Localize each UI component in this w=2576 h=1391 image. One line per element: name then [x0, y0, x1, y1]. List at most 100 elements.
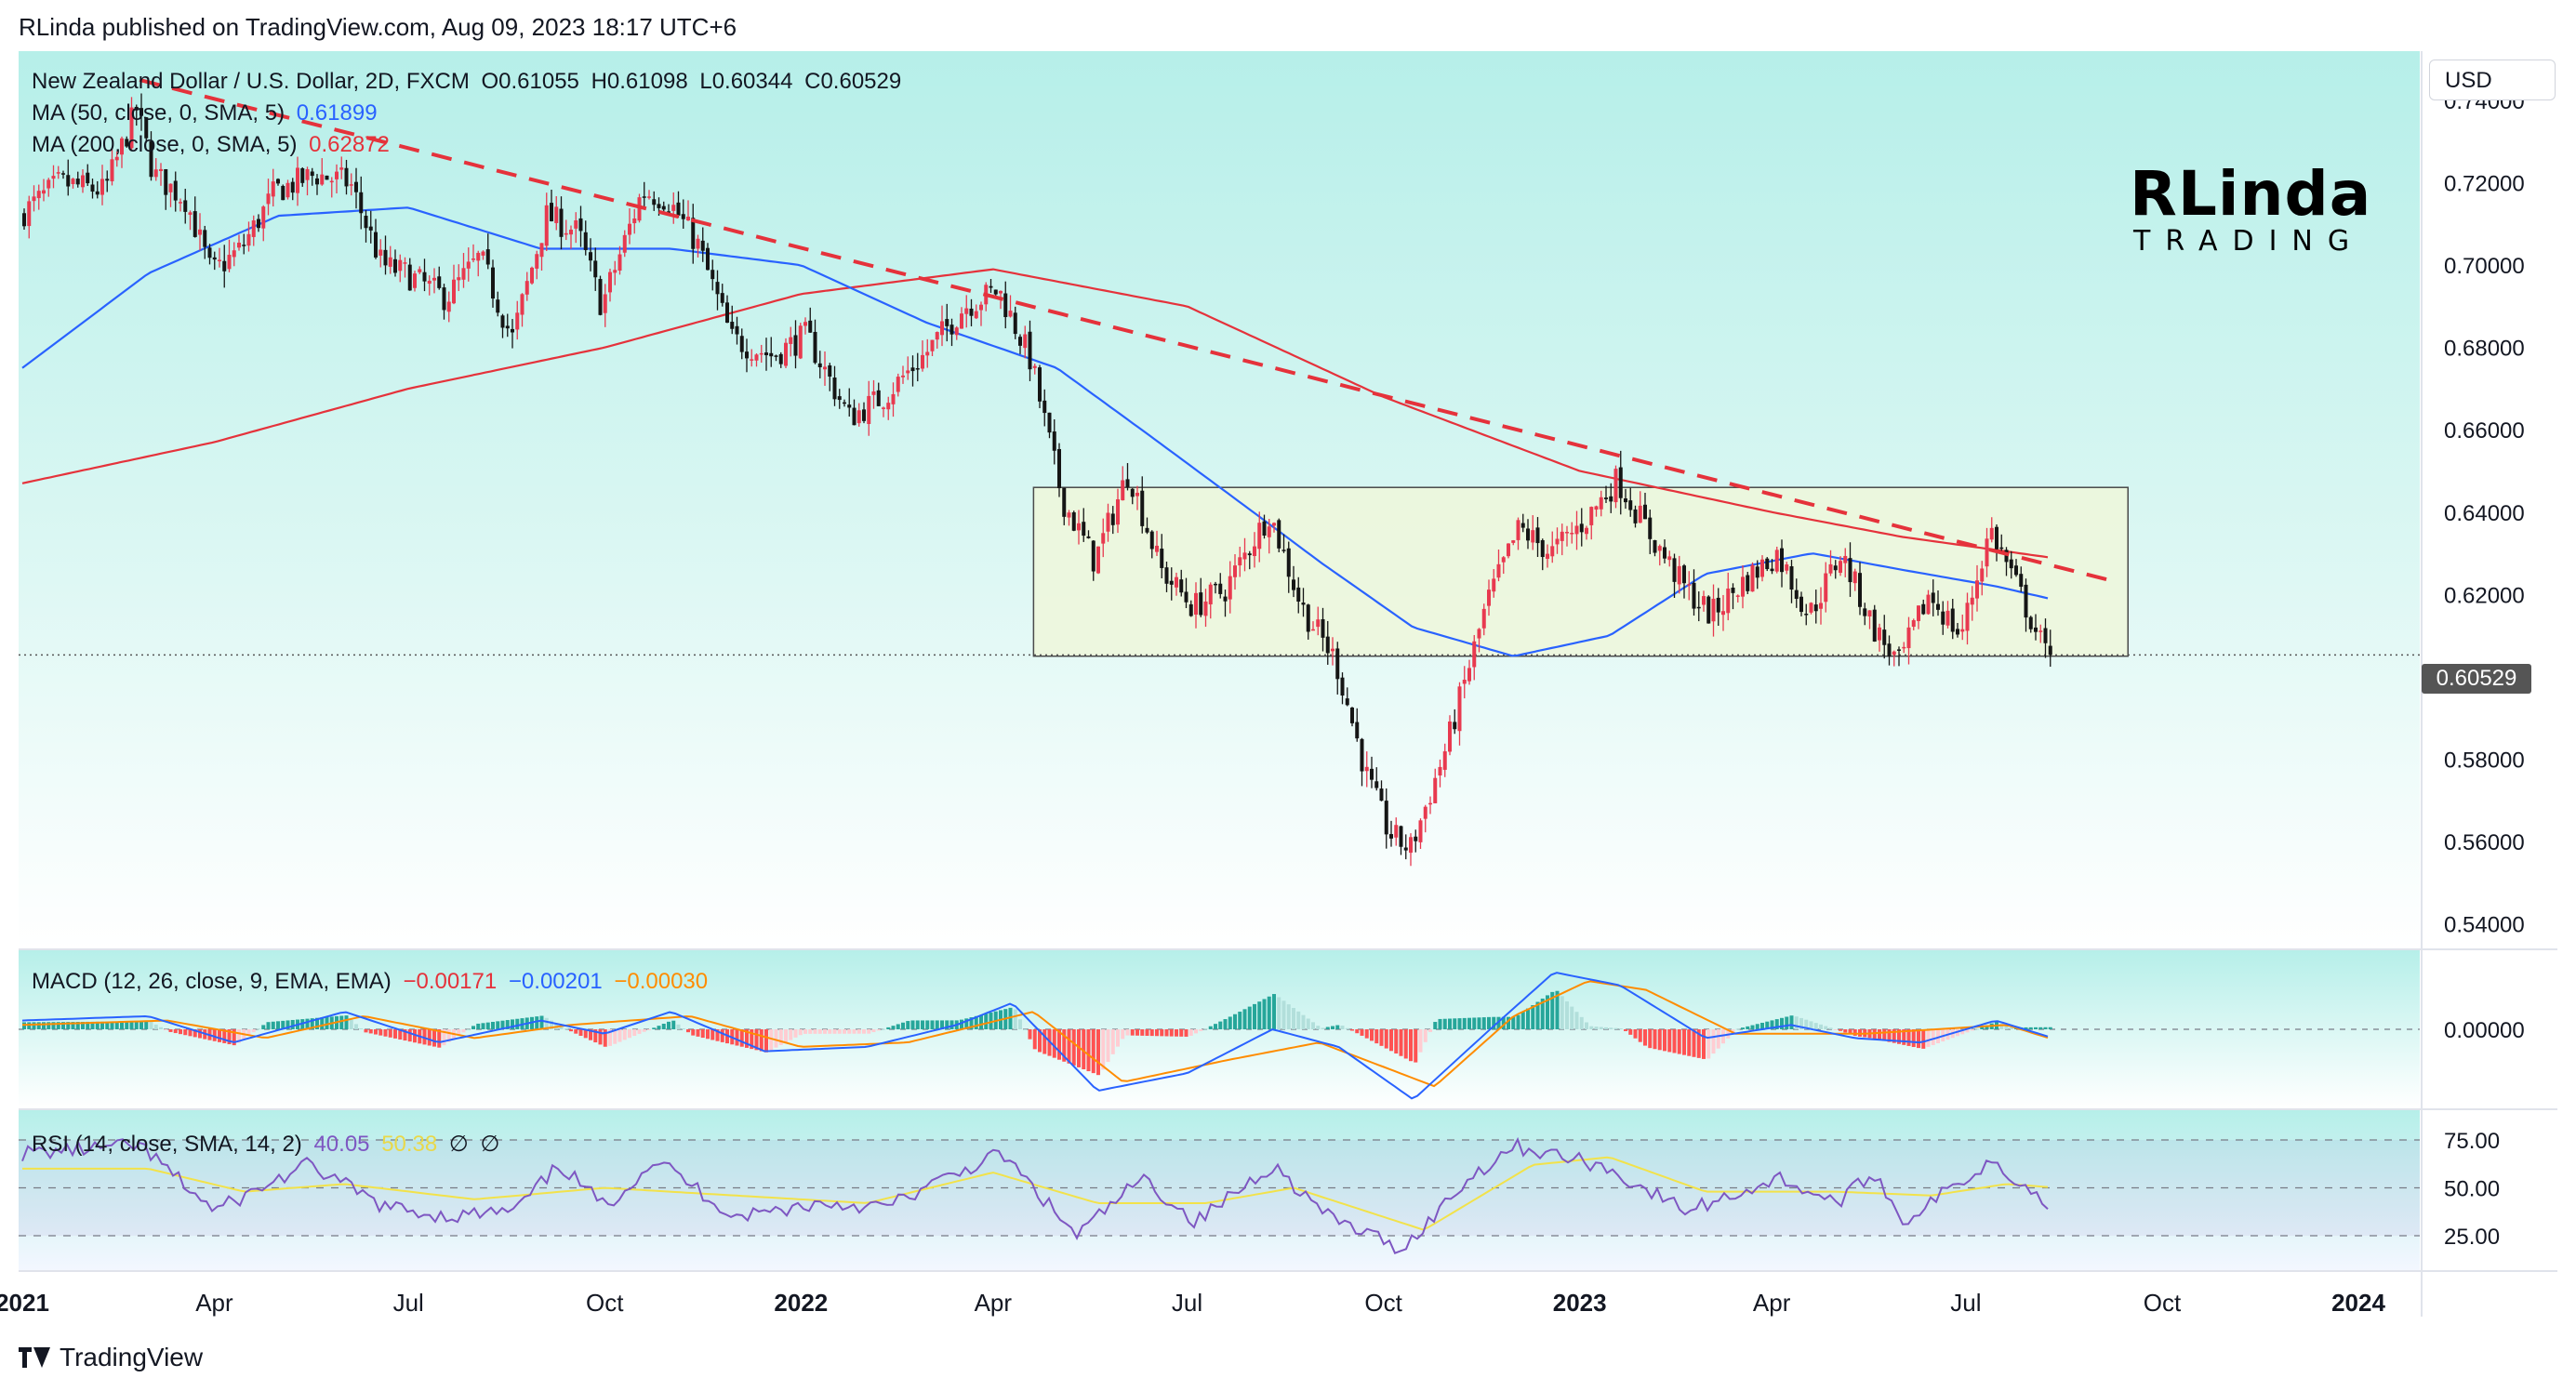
candlestick[interactable] — [1013, 306, 1017, 339]
candlestick[interactable] — [589, 238, 592, 272]
candlestick[interactable] — [1633, 505, 1638, 528]
candlestick[interactable] — [1155, 530, 1159, 556]
candlestick[interactable] — [246, 221, 251, 252]
symbol-legend[interactable]: New Zealand Dollar / U.S. Dollar, 2D, FX… — [32, 69, 907, 95]
candlestick[interactable] — [1892, 650, 1896, 667]
candlestick[interactable] — [1481, 603, 1486, 636]
candlestick[interactable] — [945, 303, 949, 342]
candlestick[interactable] — [759, 344, 764, 364]
candlestick[interactable] — [1755, 560, 1759, 590]
candlestick[interactable] — [1672, 553, 1677, 598]
candlestick[interactable] — [61, 170, 65, 179]
candlestick[interactable] — [86, 164, 90, 186]
candlestick[interactable] — [1980, 561, 1985, 596]
candlestick[interactable] — [1809, 602, 1813, 615]
candlestick[interactable] — [466, 247, 471, 282]
candlestick[interactable] — [149, 131, 153, 181]
candlestick[interactable] — [989, 279, 993, 293]
candlestick[interactable] — [1370, 756, 1374, 788]
candlestick[interactable] — [432, 268, 436, 294]
candlestick[interactable] — [1414, 829, 1418, 853]
candlestick[interactable] — [1106, 503, 1110, 542]
candlestick[interactable] — [471, 244, 475, 263]
candlestick[interactable] — [1887, 635, 1892, 666]
candlestick[interactable] — [368, 210, 373, 244]
candlestick[interactable] — [1706, 595, 1711, 624]
candlestick[interactable] — [1624, 488, 1627, 510]
candlestick[interactable] — [505, 313, 510, 338]
candlestick[interactable] — [1442, 743, 1447, 777]
candlestick[interactable] — [1785, 562, 1789, 575]
candlestick[interactable] — [1242, 537, 1247, 572]
candlestick[interactable] — [1906, 616, 1911, 665]
candlestick[interactable] — [237, 234, 241, 251]
candlestick[interactable] — [46, 178, 51, 197]
candlestick[interactable] — [1335, 642, 1340, 695]
candlestick[interactable] — [1774, 546, 1779, 574]
candlestick[interactable] — [1116, 488, 1120, 534]
candlestick[interactable] — [1409, 833, 1413, 867]
candlestick[interactable] — [1018, 334, 1022, 354]
candlestick[interactable] — [925, 338, 930, 368]
candlestick[interactable] — [1878, 623, 1881, 652]
candlestick[interactable] — [1453, 709, 1457, 735]
candlestick[interactable] — [1902, 642, 1906, 654]
candlestick[interactable] — [398, 254, 403, 283]
candlestick[interactable] — [1696, 591, 1701, 622]
tradingview-logo[interactable]: TradingView — [19, 1343, 203, 1372]
candlestick[interactable] — [2004, 547, 2009, 576]
candlestick[interactable] — [1663, 539, 1666, 563]
candlestick[interactable] — [1071, 510, 1076, 532]
candlestick[interactable] — [1848, 542, 1852, 597]
candlestick[interactable] — [828, 363, 832, 391]
candlestick[interactable] — [1520, 513, 1525, 533]
candlestick[interactable] — [515, 300, 520, 340]
candlestick[interactable] — [446, 291, 451, 323]
candlestick[interactable] — [179, 198, 182, 212]
candlestick[interactable] — [1726, 572, 1731, 621]
candlestick[interactable] — [1804, 603, 1809, 626]
candlestick[interactable] — [1989, 517, 1994, 543]
candlestick[interactable] — [95, 180, 100, 199]
candlestick[interactable] — [891, 382, 896, 417]
candlestick[interactable] — [418, 266, 422, 274]
candlestick[interactable] — [1677, 555, 1681, 594]
candlestick[interactable] — [520, 293, 524, 327]
candlestick[interactable] — [1628, 487, 1633, 517]
candlestick[interactable] — [896, 373, 900, 397]
candlestick[interactable] — [583, 220, 588, 256]
candlestick[interactable] — [901, 365, 905, 384]
candlestick[interactable] — [856, 403, 861, 427]
candlestick[interactable] — [193, 196, 197, 238]
candlestick[interactable] — [120, 136, 124, 168]
candlestick[interactable] — [622, 230, 627, 258]
candlestick[interactable] — [1618, 450, 1623, 515]
descending-trendline[interactable] — [139, 78, 2118, 584]
candlestick[interactable] — [1379, 780, 1384, 801]
candlestick[interactable] — [1839, 556, 1842, 576]
candlestick[interactable] — [36, 184, 41, 210]
candlestick[interactable] — [100, 165, 104, 205]
candlestick[interactable] — [1496, 549, 1501, 582]
candlestick[interactable] — [1130, 488, 1135, 505]
ma50-legend[interactable]: MA (50, close, 0, SMA, 5) 0.61899 — [32, 100, 383, 126]
candlestick[interactable] — [1360, 737, 1364, 787]
candlestick[interactable] — [1316, 606, 1321, 636]
candlestick[interactable] — [1175, 572, 1178, 596]
candlestick[interactable] — [1208, 582, 1213, 619]
candlestick[interactable] — [784, 338, 788, 368]
candlestick[interactable] — [578, 205, 583, 247]
candlestick[interactable] — [378, 239, 383, 268]
candlestick[interactable] — [457, 264, 461, 292]
candlestick[interactable] — [329, 177, 334, 198]
candlestick[interactable] — [1403, 834, 1408, 860]
candlestick[interactable] — [1960, 614, 1965, 641]
candlestick[interactable] — [354, 167, 358, 209]
candlestick[interactable] — [1223, 590, 1228, 617]
candlestick[interactable] — [1653, 539, 1657, 557]
candlestick[interactable] — [554, 195, 559, 231]
candlestick[interactable] — [1975, 564, 1979, 612]
candlestick[interactable] — [153, 158, 158, 181]
candlestick[interactable] — [1604, 485, 1608, 503]
candlestick[interactable] — [1047, 412, 1052, 439]
